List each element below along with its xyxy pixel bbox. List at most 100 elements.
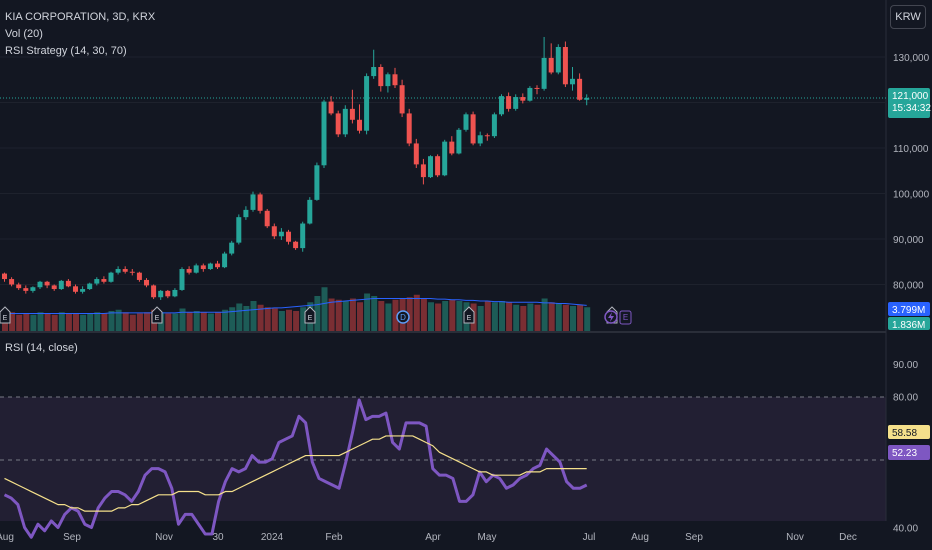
candle-body[interactable] xyxy=(562,46,568,85)
candle-body[interactable] xyxy=(215,263,220,268)
candle-body[interactable] xyxy=(335,113,341,135)
candle-body[interactable] xyxy=(499,96,504,115)
candle-body[interactable] xyxy=(30,287,36,291)
candle-body[interactable] xyxy=(477,135,483,144)
candle-body[interactable] xyxy=(435,156,441,176)
candle-body[interactable] xyxy=(122,269,128,272)
candle-body[interactable] xyxy=(491,114,497,137)
candle-body[interactable] xyxy=(385,74,391,87)
candle-body[interactable] xyxy=(264,210,270,227)
candle-body[interactable] xyxy=(250,194,256,210)
candle-body[interactable] xyxy=(449,141,455,154)
candle-body[interactable] xyxy=(158,290,164,298)
candle-body[interactable] xyxy=(286,231,291,242)
candle-body[interactable] xyxy=(293,241,299,249)
future-earnings-marker[interactable] xyxy=(619,310,632,325)
volume-bar xyxy=(286,309,292,331)
candle-body[interactable] xyxy=(23,288,29,291)
candle-body[interactable] xyxy=(406,113,412,144)
candle-body[interactable] xyxy=(357,119,362,131)
candle-body[interactable] xyxy=(271,226,277,237)
candle-body[interactable] xyxy=(456,129,462,154)
earnings-marker[interactable] xyxy=(151,306,163,324)
candle-body[interactable] xyxy=(44,281,50,286)
candle-body[interactable] xyxy=(179,269,185,290)
candle-body[interactable] xyxy=(378,67,384,87)
candle-body[interactable] xyxy=(342,108,348,135)
earnings-marker[interactable] xyxy=(304,306,316,324)
candle-body[interactable] xyxy=(428,156,433,178)
candle-body[interactable] xyxy=(513,97,519,109)
time-axis-label: Apr xyxy=(425,532,441,543)
candle-body[interactable] xyxy=(442,141,448,176)
candle-body[interactable] xyxy=(51,285,57,290)
candle-body[interactable] xyxy=(257,194,263,211)
candle-body[interactable] xyxy=(80,289,86,292)
candle-body[interactable] xyxy=(193,265,199,273)
candle-body[interactable] xyxy=(555,46,561,73)
candle-body[interactable] xyxy=(222,253,228,268)
candle-body[interactable] xyxy=(108,272,114,282)
candle-body[interactable] xyxy=(94,279,100,284)
candle-body[interactable] xyxy=(527,87,533,101)
candle-body[interactable] xyxy=(151,285,157,298)
currency-button[interactable]: KRW xyxy=(890,5,926,29)
candle-body[interactable] xyxy=(236,217,242,243)
volume-legend[interactable]: Vol (20) xyxy=(5,28,43,40)
candle-body[interactable] xyxy=(207,263,213,270)
candle-body[interactable] xyxy=(328,101,334,114)
candle-body[interactable] xyxy=(570,78,575,85)
candle-body[interactable] xyxy=(101,279,107,282)
candle-body[interactable] xyxy=(371,67,377,77)
candle-body[interactable] xyxy=(165,290,171,297)
candle-body[interactable] xyxy=(420,164,426,178)
candle-body[interactable] xyxy=(115,269,121,273)
dividend-marker[interactable] xyxy=(396,310,410,324)
candle-body[interactable] xyxy=(541,57,547,89)
earnings-marker[interactable] xyxy=(0,306,11,324)
candle-body[interactable] xyxy=(413,143,419,165)
candle-body[interactable] xyxy=(58,280,64,290)
candle-body[interactable] xyxy=(300,223,306,249)
candle-body[interactable] xyxy=(399,85,405,114)
candle-body[interactable] xyxy=(37,281,43,288)
rsi-ma-badge-text: 58.58 xyxy=(892,428,917,439)
candle-body[interactable] xyxy=(73,286,78,292)
candle-body[interactable] xyxy=(349,108,355,120)
candle-body[interactable] xyxy=(392,74,398,86)
candle-body[interactable] xyxy=(321,101,327,166)
candle-body[interactable] xyxy=(506,96,512,109)
candle-body[interactable] xyxy=(548,57,554,73)
candle-body[interactable] xyxy=(520,97,526,101)
candle-body[interactable] xyxy=(172,289,178,297)
candle-body[interactable] xyxy=(470,114,476,144)
earnings-marker[interactable] xyxy=(463,306,475,324)
candle-body[interactable] xyxy=(9,279,15,285)
candle-body[interactable] xyxy=(314,165,320,200)
price-tick-label: 100,000 xyxy=(893,190,930,201)
volume-bar xyxy=(101,313,108,331)
candle-body[interactable] xyxy=(186,269,192,273)
candle-body[interactable] xyxy=(229,242,235,254)
candle-body[interactable] xyxy=(307,199,313,224)
candle-body[interactable] xyxy=(463,114,469,130)
candle-body[interactable] xyxy=(243,209,249,218)
symbol-legend[interactable]: KIA CORPORATION, 3D, KRX xyxy=(5,11,156,23)
candle-body[interactable] xyxy=(2,273,7,280)
candle-body[interactable] xyxy=(577,78,583,100)
candle-body[interactable] xyxy=(16,284,22,289)
candle-body[interactable] xyxy=(584,97,590,100)
candle-body[interactable] xyxy=(87,283,93,290)
candle-body[interactable] xyxy=(136,272,142,280)
candle-body[interactable] xyxy=(534,87,540,89)
candle-body[interactable] xyxy=(484,135,490,137)
candle-body[interactable] xyxy=(278,231,284,237)
candle-body[interactable] xyxy=(129,271,135,273)
candle-body[interactable] xyxy=(364,76,370,131)
candle-body[interactable] xyxy=(200,265,206,270)
candle-body[interactable] xyxy=(144,279,149,286)
strategy-legend[interactable]: RSI Strategy (14, 30, 70) xyxy=(5,45,127,57)
candle-body[interactable] xyxy=(65,280,71,287)
time-axis-label: May xyxy=(478,532,497,543)
